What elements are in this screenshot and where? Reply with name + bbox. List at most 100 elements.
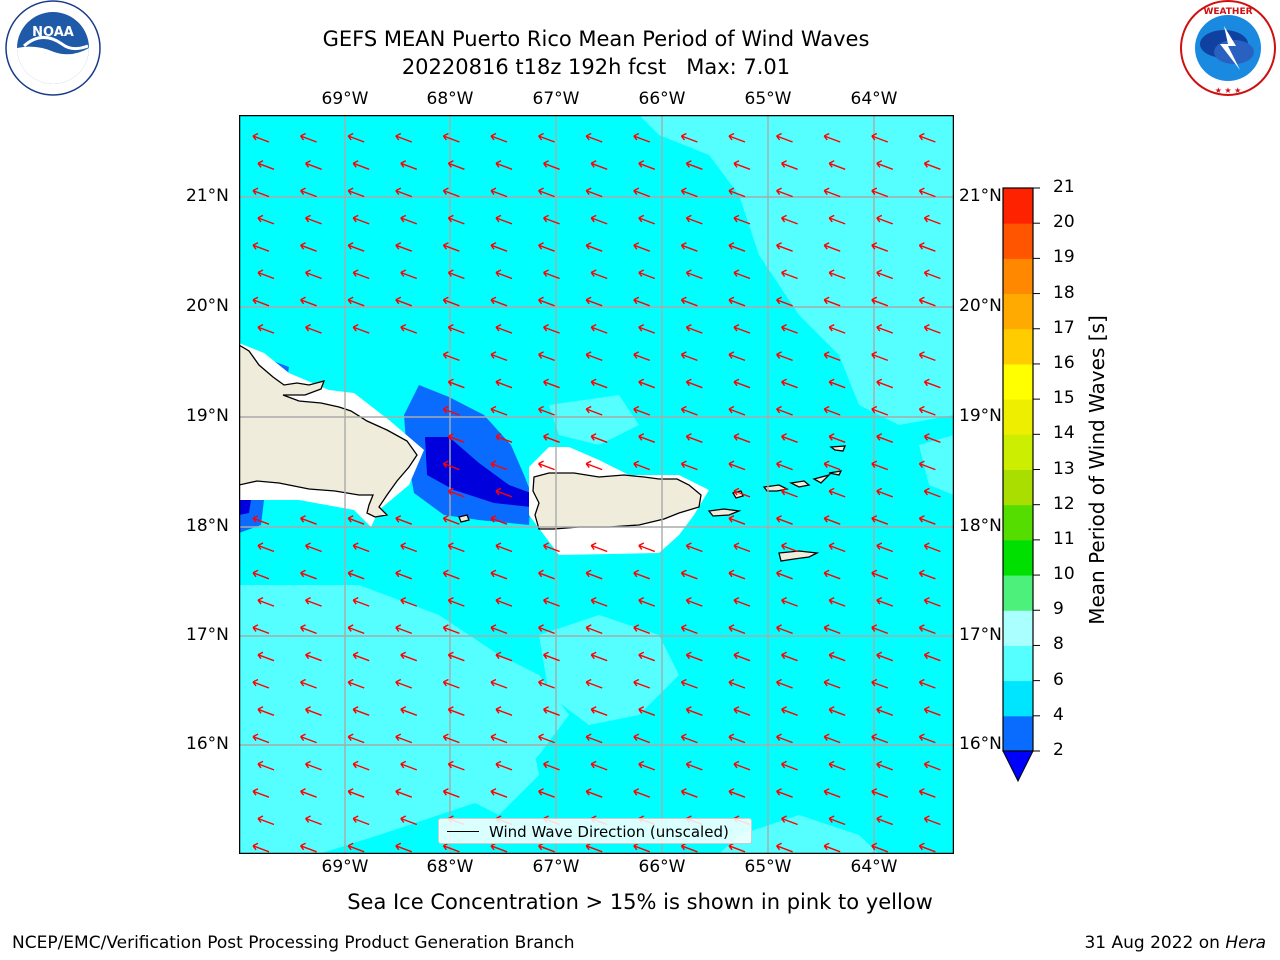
wind-wave-arrow — [728, 132, 746, 143]
wind-wave-arrow — [490, 351, 508, 362]
wind-wave-arrow — [871, 788, 889, 798]
wind-wave-arrow — [447, 542, 465, 553]
lat-label-left: 19°N — [186, 406, 229, 426]
wind-wave-arrow — [585, 351, 603, 362]
wind-wave-arrow — [490, 569, 508, 580]
wind-wave-arrow — [733, 269, 751, 280]
wind-wave-arrow — [252, 788, 270, 798]
wind-wave-arrow — [685, 651, 703, 662]
wind-wave-arrows — [252, 132, 941, 853]
colorbar-segment — [1003, 610, 1033, 646]
wind-wave-arrow — [395, 624, 413, 635]
wind-wave-arrow — [918, 351, 936, 362]
wind-wave-arrow — [733, 378, 751, 389]
anegada-island — [828, 470, 843, 476]
wind-wave-arrow — [543, 760, 560, 771]
wind-wave-arrow — [495, 378, 513, 389]
wind-wave-arrow — [347, 678, 365, 689]
wind-wave-arrow — [347, 569, 365, 580]
wind-wave-arrow — [923, 651, 941, 662]
noaa-logo-text: NOAA — [32, 25, 74, 40]
wind-wave-arrow — [543, 596, 560, 607]
wind-wave-arrow — [395, 788, 413, 798]
wind-wave-arrow — [781, 706, 798, 716]
wind-wave-arrow — [823, 678, 841, 689]
wind-wave-arrow — [633, 405, 651, 416]
wind-wave-arrow — [252, 569, 270, 580]
wind-wave-arrow — [685, 378, 703, 389]
wind-wave-arrow — [252, 187, 270, 198]
wind-wave-arrow — [252, 678, 270, 689]
wind-wave-arrow — [828, 651, 846, 662]
wind-wave-arrow — [352, 651, 370, 662]
sombrero-island — [829, 445, 846, 452]
wind-wave-arrow — [585, 132, 603, 143]
wind-wave-arrow — [590, 160, 608, 170]
wind-wave-arrow — [495, 760, 513, 771]
wind-wave-arrow — [352, 706, 370, 716]
wind-wave-arrow — [923, 706, 941, 716]
wind-wave-arrow — [876, 706, 894, 716]
wind-wave-arrow — [685, 433, 703, 443]
wind-wave-arrow — [252, 733, 270, 744]
wind-wave-arrow — [871, 515, 889, 525]
wind-wave-arrow — [395, 296, 413, 307]
wind-wave-arrow — [395, 242, 413, 252]
wind-wave-arrow — [538, 187, 555, 198]
wind-wave-arrow — [347, 788, 365, 798]
wind-wave-arrow — [252, 624, 270, 635]
wind-wave-arrow — [918, 569, 936, 580]
wind-wave-arrow — [347, 624, 365, 635]
wind-wave-arrow — [876, 269, 894, 280]
wind-wave-arrow — [823, 624, 841, 635]
wind-wave-arrow — [442, 733, 460, 744]
land-masses — [239, 344, 846, 562]
wind-wave-arrow — [442, 624, 460, 635]
wind-wave-arrow — [257, 269, 275, 280]
wind-wave-arrow — [347, 296, 365, 307]
wind-wave-arrow — [490, 187, 508, 198]
wind-wave-arrow — [490, 788, 508, 798]
wind-wave-arrow — [871, 842, 889, 853]
lon-label-top: 66°W — [638, 89, 686, 109]
wind-wave-arrow — [923, 160, 941, 170]
wind-wave-arrow — [400, 542, 418, 553]
wind-wave-arrow — [590, 323, 608, 334]
wind-wave-arrow — [823, 842, 841, 853]
wind-wave-arrow — [257, 815, 275, 826]
wind-wave-arrow — [400, 760, 418, 771]
wind-wave-arrow — [728, 187, 746, 198]
colorbar-tick-label: 18 — [1053, 282, 1075, 303]
wind-wave-arrow — [828, 760, 846, 771]
wind-wave-arrow — [252, 242, 270, 252]
wind-wave-arrow — [400, 160, 418, 170]
chart-subtitle: 20220816 t18z 192h fcst Max: 7.01 — [401, 55, 791, 79]
wind-wave-arrow — [728, 678, 746, 689]
wind-wave-arrow — [876, 487, 894, 498]
wind-wave-arrow — [543, 651, 560, 662]
colorbar-segment — [1003, 715, 1033, 752]
wind-wave-arrow — [828, 323, 846, 334]
st-john-island — [788, 480, 811, 488]
wind-wave-arrow — [918, 515, 936, 525]
wind-wave-arrow — [252, 296, 270, 307]
wind-wave-arrow — [728, 242, 746, 252]
wind-wave-arrow — [680, 405, 698, 416]
colorbar-segment — [1003, 539, 1033, 576]
lon-label-bottom: 64°W — [850, 857, 898, 877]
wind-wave-arrow — [871, 242, 889, 252]
colorbar-tick-label: 20 — [1053, 212, 1075, 233]
wind-wave-arrow — [400, 323, 418, 334]
wind-wave-arrow — [538, 242, 555, 252]
wind-wave-arrow — [543, 433, 560, 443]
wind-wave-arrow — [871, 405, 889, 416]
wind-wave-arrow — [495, 433, 513, 443]
mona-island — [458, 514, 470, 523]
wind-wave-arrow — [352, 160, 370, 170]
wind-wave-arrow — [781, 433, 798, 443]
wind-wave-arrow — [781, 651, 798, 662]
wind-wave-arrow — [495, 651, 513, 662]
colorbar-tick-label: 17 — [1053, 317, 1075, 338]
wind-wave-arrow — [823, 187, 841, 198]
wind-wave-arrow — [918, 405, 936, 416]
